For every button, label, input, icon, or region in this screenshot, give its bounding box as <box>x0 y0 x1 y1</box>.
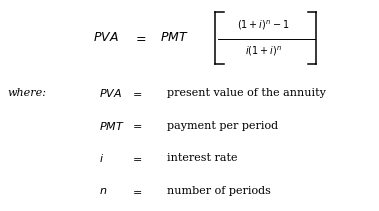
Text: $PVA$: $PVA$ <box>99 87 122 99</box>
Text: $=$: $=$ <box>130 120 143 131</box>
Text: $PMT$: $PMT$ <box>160 31 189 45</box>
Text: $i(1+i)^{n}$: $i(1+i)^{n}$ <box>245 45 282 58</box>
Text: interest rate: interest rate <box>167 153 237 163</box>
Text: payment per period: payment per period <box>167 120 278 131</box>
Text: $=$: $=$ <box>130 88 143 98</box>
Text: $=$: $=$ <box>133 31 147 45</box>
Text: present value of the annuity: present value of the annuity <box>167 88 326 98</box>
Text: $PMT$: $PMT$ <box>99 120 124 131</box>
Text: $(1+i)^{n}-1$: $(1+i)^{n}-1$ <box>237 19 290 32</box>
Text: $=$: $=$ <box>130 186 143 196</box>
Text: $n$: $n$ <box>99 186 107 196</box>
Text: $i$: $i$ <box>99 152 103 164</box>
Text: $PVA$: $PVA$ <box>93 31 119 45</box>
Text: number of periods: number of periods <box>167 186 271 196</box>
Text: where:: where: <box>8 88 47 98</box>
Text: $=$: $=$ <box>130 153 143 163</box>
